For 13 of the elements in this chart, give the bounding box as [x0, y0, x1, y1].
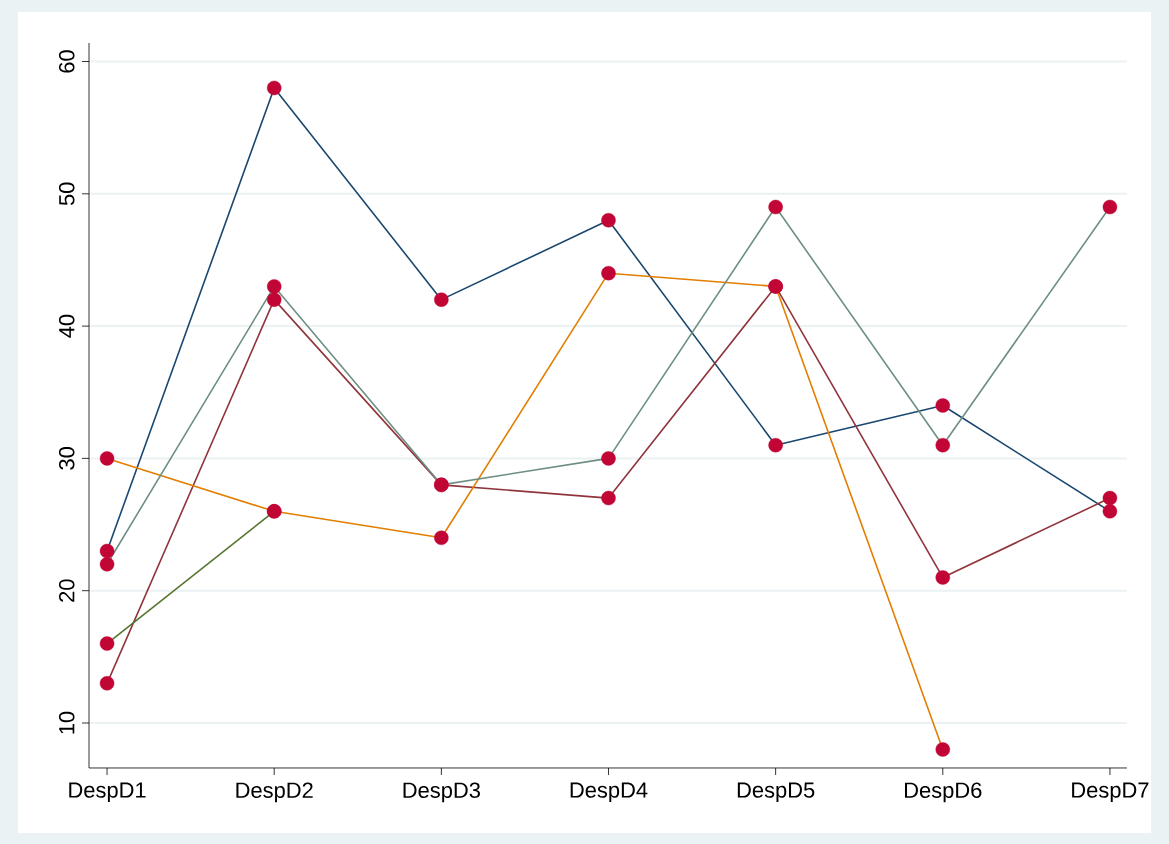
x-tick-label: DespD1 — [69, 782, 146, 803]
y-tick-label: 50 — [58, 182, 75, 206]
y-tick-label: 20 — [58, 579, 75, 602]
x-tick-label: DespD5 — [737, 782, 815, 803]
x-tick-label: DespD6 — [904, 782, 982, 803]
x-tick-label: DespD4 — [570, 782, 648, 803]
x-tick-label: DespD3 — [403, 782, 480, 803]
y-tick-label: 40 — [58, 314, 75, 338]
y-tick-label: 10 — [58, 711, 75, 734]
y-tick-label: 30 — [58, 447, 75, 470]
x-tick-label: DespD2 — [236, 782, 313, 803]
y-tick-label: 60 — [58, 50, 75, 73]
x-tick-label: DespD7 — [1072, 782, 1149, 803]
